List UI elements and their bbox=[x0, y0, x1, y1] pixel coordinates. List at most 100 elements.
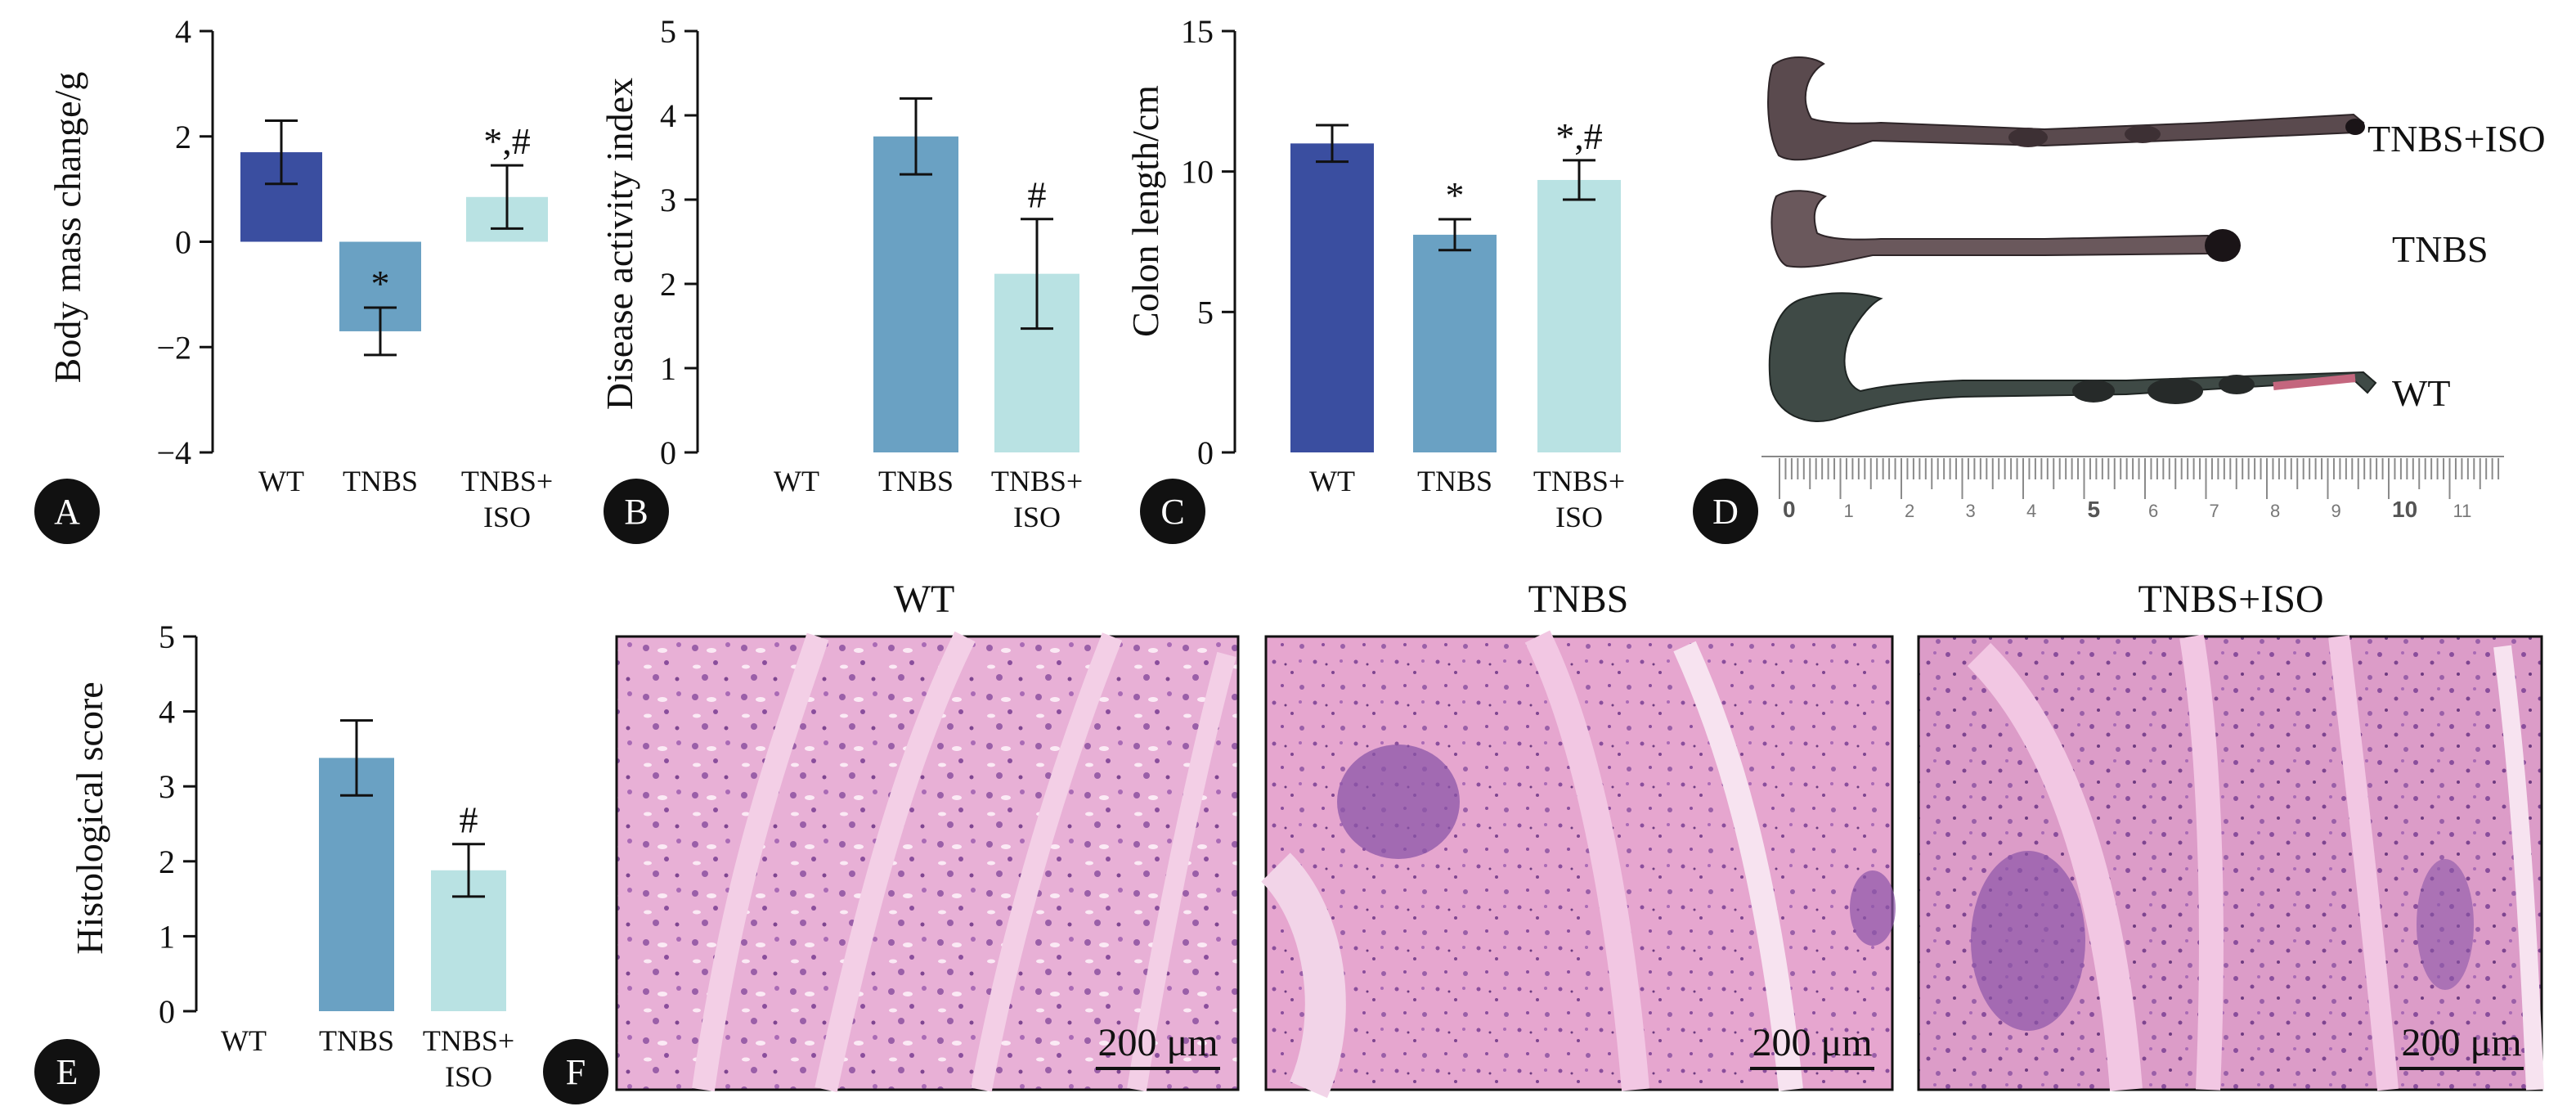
category-label: TNBS+ bbox=[461, 465, 553, 497]
category-label: WT bbox=[774, 465, 819, 497]
y-axis: 5 4 3 2 1 0 bbox=[660, 13, 699, 471]
category-label: WT bbox=[221, 1024, 267, 1057]
category-label: ISO bbox=[1013, 501, 1061, 533]
ruler: 0 1 2 3 4 5 6 7 8 9 10 11 bbox=[1761, 456, 2504, 522]
category-label: WT bbox=[258, 465, 304, 497]
colon-label: TNBS bbox=[2392, 228, 2488, 270]
panel-badge-c: C bbox=[1140, 479, 1205, 544]
category-label: TNBS+ bbox=[423, 1024, 514, 1057]
panel-letter: E bbox=[56, 1052, 79, 1092]
histology-image-tnbs: 200 μm bbox=[1260, 630, 1896, 1098]
panel-letter: B bbox=[624, 492, 648, 532]
y-axis-label: Body mass change/g bbox=[47, 72, 88, 384]
y-tick-label: 2 bbox=[660, 266, 676, 303]
chart-histological-score: Histological score 5 4 3 2 1 0 # WT TNBS TNBS+I… bbox=[34, 618, 514, 1104]
chart-disease-activity-index: Disease activity index 5 4 3 2 1 0 # WT TNBS TN… bbox=[599, 13, 1083, 544]
category-label: ISO bbox=[445, 1060, 492, 1093]
ruler-number: 7 bbox=[2210, 501, 2219, 521]
bar bbox=[1537, 179, 1621, 452]
y-axis: 15 10 5 0 bbox=[1181, 13, 1236, 471]
y-tick-label: 0 bbox=[660, 434, 676, 471]
category-label: TNBS bbox=[878, 465, 954, 497]
category-label: TNBS bbox=[1417, 465, 1492, 497]
panel-letter: C bbox=[1160, 492, 1184, 532]
ruler-number: 4 bbox=[2026, 501, 2036, 521]
panel-badge-a: A bbox=[34, 479, 100, 544]
y-tick-label: 5 bbox=[660, 13, 676, 50]
y-tick-label: 10 bbox=[1181, 154, 1214, 191]
panel-letter: A bbox=[54, 492, 80, 532]
histology-title-tnbs: TNBS bbox=[1528, 578, 1629, 621]
significance-mark: # bbox=[460, 799, 478, 841]
ruler-number: 5 bbox=[2088, 497, 2101, 522]
y-tick-label: −2 bbox=[156, 329, 191, 366]
panel-badge-f: F bbox=[543, 1039, 608, 1104]
y-axis-label: Colon length/cm bbox=[1124, 85, 1166, 337]
y-tick-label: 0 bbox=[159, 993, 175, 1030]
scale-bar-label: 200 μm bbox=[2401, 1021, 2521, 1064]
y-tick-label: 1 bbox=[159, 918, 175, 955]
category-label: TNBS+ bbox=[991, 465, 1083, 497]
significance-mark: # bbox=[1028, 174, 1047, 216]
category-label: ISO bbox=[1555, 501, 1603, 533]
ruler-number: 0 bbox=[1783, 497, 1796, 522]
ruler-number: 1 bbox=[1844, 501, 1854, 521]
ruler-number: 11 bbox=[2453, 501, 2472, 521]
scale-bar-label: 200 μm bbox=[1752, 1021, 1872, 1064]
y-tick-label: 5 bbox=[1197, 294, 1214, 331]
colon-label: WT bbox=[2392, 372, 2451, 414]
histology-panel: F WT 200 μm TNBS 200 μm TNBS+ISO bbox=[543, 578, 2544, 1104]
bars: * *,# bbox=[1290, 115, 1621, 453]
histology-title-wt: WT bbox=[894, 578, 955, 621]
scale-bar-label: 200 μm bbox=[1097, 1021, 1218, 1064]
ruler-number: 6 bbox=[2148, 501, 2158, 521]
ruler-numbers: 0 1 2 3 4 5 6 7 8 9 10 11 bbox=[1783, 497, 2471, 522]
y-axis-label: Disease activity index bbox=[599, 78, 640, 410]
ruler-ticks bbox=[1779, 458, 2500, 499]
category-label: TNBS bbox=[319, 1024, 394, 1057]
significance-mark: * bbox=[371, 263, 390, 304]
y-tick-label: 1 bbox=[660, 350, 676, 387]
category-labels: WT TNBS TNBS+ISO bbox=[221, 1024, 514, 1093]
histology-title-tnbs-iso: TNBS+ISO bbox=[2138, 578, 2323, 621]
ruler-number: 10 bbox=[2392, 497, 2417, 522]
chart-colon-length: Colon length/cm 15 10 5 0 * *,# WT TNBS TNBS+ I… bbox=[1124, 13, 1625, 544]
ruler-number: 3 bbox=[1966, 501, 1976, 521]
colon-specimen-wt bbox=[1768, 292, 2377, 422]
bars: * *,# bbox=[240, 119, 548, 357]
y-axis: 4 2 0 −2 −4 bbox=[156, 13, 214, 471]
bars: # bbox=[319, 719, 506, 1011]
y-tick-label: 5 bbox=[159, 618, 175, 655]
panel-letter: D bbox=[1712, 492, 1739, 532]
y-tick-label: 2 bbox=[175, 119, 191, 155]
chart-body-mass-change: Body mass change/g 4 2 0 −2 −4 * *,# WT TNBS TN… bbox=[34, 13, 553, 544]
y-tick-label: 3 bbox=[159, 768, 175, 805]
histology-image-tnbs-iso: 200 μm bbox=[1917, 634, 2544, 1091]
colon-specimen-tnbs-iso bbox=[1767, 56, 2365, 161]
significance-mark: *,# bbox=[483, 120, 531, 162]
y-axis-label: Histological score bbox=[69, 681, 110, 954]
bar bbox=[1413, 234, 1497, 452]
category-labels: WT TNBS TNBS+ ISO bbox=[1309, 465, 1625, 533]
colon-specimen-tnbs bbox=[1770, 190, 2241, 268]
y-tick-label: −4 bbox=[156, 434, 191, 471]
panel-badge-b: B bbox=[604, 479, 669, 544]
significance-mark: *,# bbox=[1555, 115, 1603, 157]
panel-letter: F bbox=[566, 1052, 586, 1092]
category-labels: WT TNBS TNBS+ ISO bbox=[774, 465, 1083, 533]
category-label: WT bbox=[1309, 465, 1355, 497]
ruler-number: 2 bbox=[1905, 501, 1914, 521]
category-label: TNBS+ bbox=[1533, 465, 1625, 497]
panel-badge-d: D bbox=[1693, 479, 1758, 544]
colon-label: TNBS+ISO bbox=[2367, 118, 2546, 160]
y-tick-label: 15 bbox=[1181, 13, 1214, 50]
bar bbox=[873, 136, 958, 452]
y-tick-label: 4 bbox=[175, 13, 191, 50]
ruler-number: 9 bbox=[2331, 501, 2341, 521]
category-label: TNBS bbox=[343, 465, 418, 497]
category-labels: WT TNBS TNBS+ ISO bbox=[258, 465, 553, 533]
y-tick-label: 0 bbox=[175, 224, 191, 261]
colon-photo-panel: TNBS+ISO TNBS WT 0 1 2 3 4 5 6 7 8 9 10 11 D bbox=[1693, 56, 2546, 544]
category-label: ISO bbox=[483, 501, 531, 533]
